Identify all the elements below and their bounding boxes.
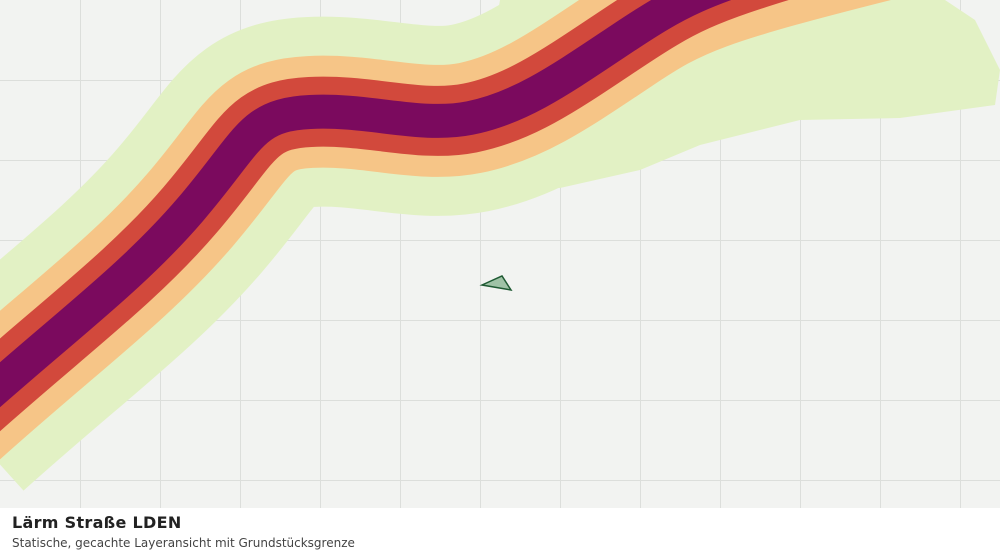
noise-zone-very-high	[0, 0, 732, 408]
layer-title: Lärm Straße LDEN	[12, 513, 182, 532]
parcel-marker[interactable]	[479, 275, 513, 292]
noise-bands	[0, 0, 1000, 491]
layer-subtitle: Statische, gecachte Layeransicht mit Gru…	[12, 536, 355, 550]
map[interactable]	[0, 0, 1000, 508]
